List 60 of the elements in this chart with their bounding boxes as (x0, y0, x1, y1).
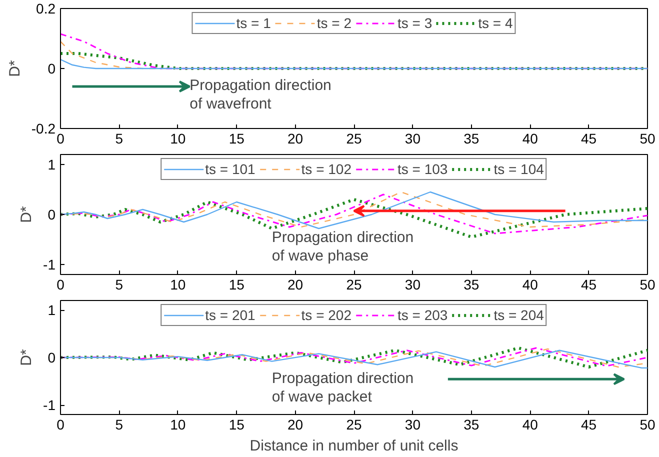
x-tick-label: 45 (581, 130, 597, 146)
legend-label: ts = 203 (398, 307, 448, 323)
y-tick-label: 0 (48, 60, 56, 76)
legend-label: ts = 201 (205, 307, 256, 323)
line-series (60, 58, 648, 70)
y-tick-label: -1 (43, 256, 56, 272)
annotation: Propagation direction of wave phase (272, 228, 414, 265)
x-tick-label: 5 (115, 276, 124, 292)
x-tick-label: 20 (288, 276, 304, 292)
legend-label: ts = 4 (478, 15, 513, 31)
y-axis-title: D* (18, 206, 36, 223)
y-tick-label: -1 (43, 397, 56, 413)
x-tick-label: 45 (581, 276, 597, 292)
x-axis-title: Distance in number of unit cells (250, 438, 458, 454)
y-tick-label: -0.2 (31, 120, 56, 136)
x-tick-label: 45 (581, 416, 597, 432)
x-tick-label: 30 (404, 130, 421, 146)
x-tick-label: 35 (464, 276, 480, 292)
legend-label: ts = 3 (398, 15, 432, 31)
x-tick-label: 20 (288, 416, 304, 432)
x-tick-label: 40 (522, 130, 538, 146)
x-tick-label: 35 (464, 416, 480, 432)
annotation: Propagation direction of wave packet (272, 370, 414, 406)
y-axis-title: D* (18, 349, 36, 366)
y-tick-label: 1 (48, 302, 56, 318)
x-tick-label: 15 (228, 276, 245, 292)
x-tick-label: 30 (404, 416, 421, 432)
x-tick-label: 50 (640, 130, 656, 146)
legend-label: ts = 202 (301, 307, 352, 323)
x-tick-label: 5 (115, 416, 124, 432)
x-tick-label: 50 (640, 276, 656, 292)
y-tick-label: 0 (48, 206, 56, 222)
x-tick-label: 10 (170, 276, 186, 292)
annotation: Propagation direction of wavefront (190, 76, 332, 113)
x-tick-label: 40 (522, 416, 538, 432)
legend-label: ts = 2 (316, 15, 352, 31)
y-tick-label: 0.2 (36, 0, 56, 16)
legend-label: ts = 104 (494, 161, 544, 177)
y-tick-label: 0 (48, 350, 56, 366)
legend-label: ts = 204 (494, 307, 544, 323)
x-tick-label: 15 (228, 130, 245, 146)
x-tick-label: 50 (640, 416, 656, 432)
x-tick-label: 40 (522, 276, 538, 292)
x-tick-label: 15 (228, 416, 245, 432)
line-series (60, 33, 648, 70)
legend-label: ts = 1 (236, 15, 271, 31)
x-tick-label: 35 (464, 130, 480, 146)
legend-label: ts = 101 (205, 161, 256, 177)
x-tick-label: 20 (288, 130, 304, 146)
x-tick-label: 30 (404, 276, 421, 292)
y-tick-label: 1 (48, 156, 56, 172)
x-tick-label: 25 (346, 416, 362, 432)
x-tick-label: 10 (170, 416, 186, 432)
x-tick-label: 25 (346, 130, 362, 146)
x-tick-label: 10 (170, 130, 186, 146)
x-tick-label: 25 (346, 276, 362, 292)
legend-label: ts = 103 (398, 161, 448, 177)
y-axis-title: D* (6, 60, 24, 77)
legend-label: ts = 102 (301, 161, 352, 177)
x-tick-label: 5 (115, 130, 124, 146)
